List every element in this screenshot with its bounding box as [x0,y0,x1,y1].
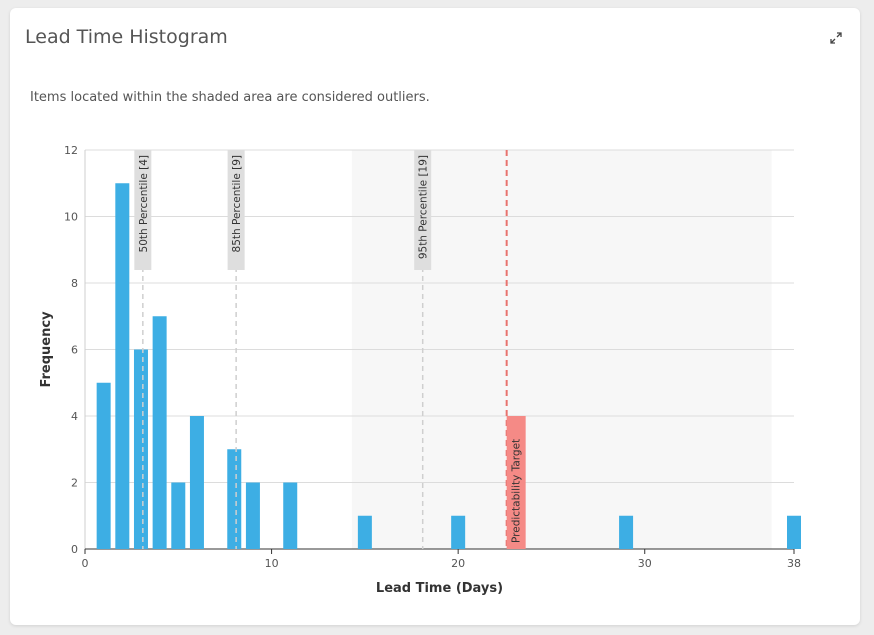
y-tick-label: 4 [71,410,78,423]
y-tick-label: 0 [71,543,78,556]
histogram-bar [787,515,801,549]
percentile-label: 95th Percentile [19] [418,155,430,259]
y-axis-title: Frequency [39,311,54,388]
histogram-bar [245,482,260,549]
percentile-label-box [134,150,152,270]
percentile-label-box [227,150,245,270]
histogram-bar [115,183,130,549]
y-tick-label: 6 [71,344,78,357]
histogram-bar [152,316,167,549]
histogram-bar [96,382,111,549]
y-tick-label: 8 [71,277,78,290]
histogram-bar [189,416,204,549]
histogram-bar [133,349,148,549]
y-tick-label: 2 [71,477,78,490]
x-tick-label: 30 [638,557,652,570]
percentile-label: 85th Percentile [9] [231,155,243,252]
histogram-bar [227,449,242,549]
histogram-bar [451,515,466,549]
histogram-bar [357,515,372,549]
x-tick-label: 38 [787,557,801,570]
target-label: Predictability Target [511,439,523,543]
expand-button[interactable] [828,30,844,46]
histogram-bar [283,482,298,549]
percentile-label-box [414,150,432,270]
card-title: Lead Time Histogram [25,26,228,48]
x-tick-label: 10 [265,557,279,570]
histogram-bar [619,515,634,549]
percentile-label: 50th Percentile [4] [138,155,150,252]
x-tick-label: 0 [82,557,89,570]
y-tick-label: 10 [64,211,78,224]
x-axis-title: Lead Time (Days) [376,581,503,596]
expand-icon [830,32,842,44]
x-tick-label: 20 [451,557,465,570]
histogram-bar [171,482,186,549]
target-label-box [506,416,526,549]
outlier-note: Items located within the shaded area are… [30,90,430,105]
y-tick-label: 12 [64,144,78,157]
